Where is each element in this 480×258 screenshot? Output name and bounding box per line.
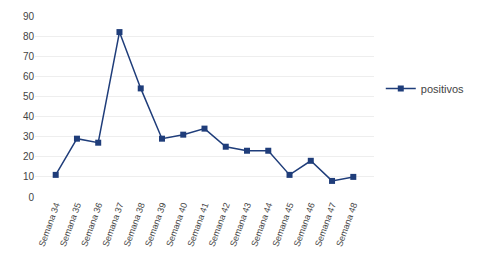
svg-text:Semana 40: Semana 40 bbox=[164, 201, 189, 248]
svg-text:20: 20 bbox=[23, 151, 35, 162]
svg-text:70: 70 bbox=[23, 51, 35, 62]
svg-text:10: 10 bbox=[23, 171, 35, 182]
svg-text:30: 30 bbox=[23, 131, 35, 142]
svg-text:Semana 43: Semana 43 bbox=[228, 201, 253, 248]
svg-text:Semana 47: Semana 47 bbox=[313, 201, 338, 248]
svg-text:Semana 41: Semana 41 bbox=[185, 201, 210, 248]
svg-text:80: 80 bbox=[23, 31, 35, 42]
svg-text:Semana 48: Semana 48 bbox=[334, 201, 359, 248]
svg-text:Semana 36: Semana 36 bbox=[79, 201, 104, 248]
svg-text:Semana 38: Semana 38 bbox=[122, 201, 147, 248]
svg-text:positivos: positivos bbox=[421, 83, 464, 95]
svg-text:Semana 42: Semana 42 bbox=[207, 201, 232, 248]
svg-text:40: 40 bbox=[23, 111, 35, 122]
svg-text:Semana 46: Semana 46 bbox=[292, 201, 317, 248]
svg-text:50: 50 bbox=[23, 91, 35, 102]
svg-text:0: 0 bbox=[28, 192, 34, 203]
svg-text:90: 90 bbox=[23, 11, 35, 22]
svg-text:60: 60 bbox=[23, 71, 35, 82]
svg-text:Semana 34: Semana 34 bbox=[37, 201, 62, 248]
svg-text:Semana 35: Semana 35 bbox=[58, 201, 83, 248]
svg-text:Semana 37: Semana 37 bbox=[100, 201, 125, 248]
svg-text:Semana 45: Semana 45 bbox=[270, 201, 295, 248]
svg-text:Semana 39: Semana 39 bbox=[143, 201, 168, 248]
svg-text:Semana 44: Semana 44 bbox=[249, 201, 274, 248]
